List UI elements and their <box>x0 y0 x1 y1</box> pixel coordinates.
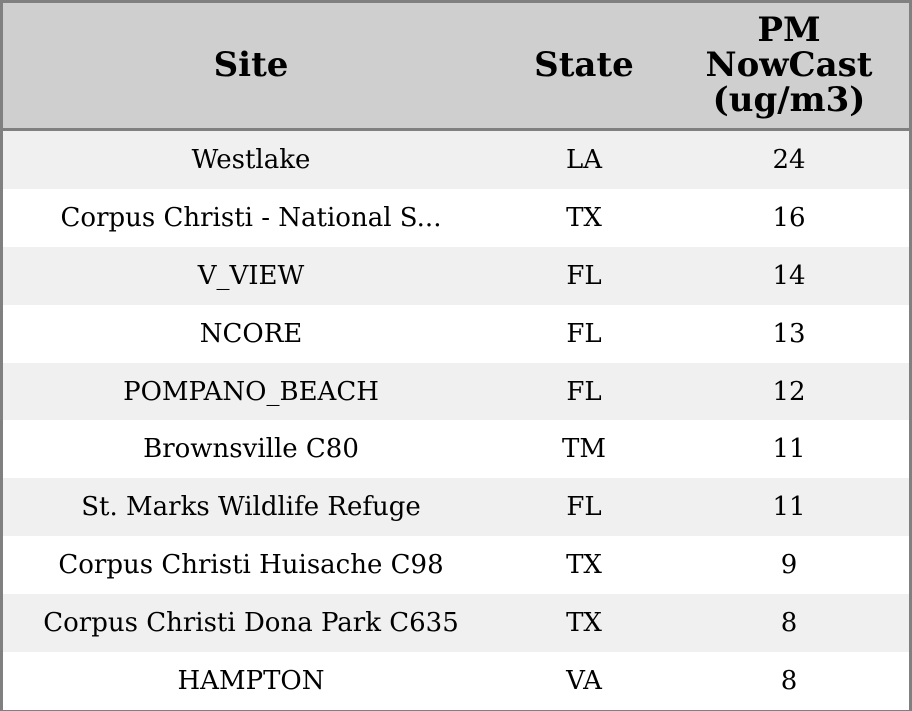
column-header-pm-nowcast: PM NowCast (ug/m3) <box>669 3 909 131</box>
state-cell: TX <box>499 188 669 247</box>
state-cell: FL <box>499 304 669 363</box>
pm-cell: 14 <box>669 246 909 305</box>
pm-cell: 8 <box>669 652 909 710</box>
header-row: Site State PM NowCast (ug/m3) <box>3 3 909 131</box>
pm-cell: 12 <box>669 362 909 421</box>
site-cell: Corpus Christi Huisache C98 <box>3 536 499 595</box>
site-cell: V_VIEW <box>3 246 499 305</box>
pm-cell: 24 <box>669 129 909 189</box>
table-row: Corpus Christi - National S... TX 16 <box>3 188 909 247</box>
state-cell: TX <box>499 536 669 595</box>
table-row: POMPANO_BEACH FL 12 <box>3 362 909 421</box>
pm-cell: 11 <box>669 420 909 479</box>
column-header-site: Site <box>3 3 499 131</box>
site-cell: Westlake <box>3 129 499 189</box>
site-cell: St. Marks Wildlife Refuge <box>3 478 499 537</box>
site-cell: POMPANO_BEACH <box>3 362 499 421</box>
table-row: Westlake LA 24 <box>3 129 909 189</box>
site-cell: Brownsville C80 <box>3 420 499 479</box>
state-cell: FL <box>499 362 669 421</box>
site-cell: HAMPTON <box>3 652 499 710</box>
state-cell: VA <box>499 652 669 710</box>
table-row: HAMPTON VA 8 <box>3 652 909 710</box>
site-cell: NCORE <box>3 304 499 363</box>
state-cell: FL <box>499 478 669 537</box>
site-cell: Corpus Christi Dona Park C635 <box>3 594 499 653</box>
pm-cell: 9 <box>669 536 909 595</box>
site-cell: Corpus Christi - National S... <box>3 188 499 247</box>
state-cell: TX <box>499 594 669 653</box>
pm-cell: 11 <box>669 478 909 537</box>
state-cell: LA <box>499 129 669 189</box>
pm-cell: 16 <box>669 188 909 247</box>
column-header-state: State <box>499 3 669 131</box>
state-cell: FL <box>499 246 669 305</box>
table-row: Corpus Christi Dona Park C635 TX 8 <box>3 594 909 653</box>
state-cell: TM <box>499 420 669 479</box>
pm-table: Site State PM NowCast (ug/m3) Westlake L… <box>3 3 909 710</box>
table-row: St. Marks Wildlife Refuge FL 11 <box>3 478 909 537</box>
pm-cell: 13 <box>669 304 909 363</box>
table-row: Corpus Christi Huisache C98 TX 9 <box>3 536 909 595</box>
table-row: Brownsville C80 TM 11 <box>3 420 909 479</box>
table-row: NCORE FL 13 <box>3 304 909 363</box>
pm-cell: 8 <box>669 594 909 653</box>
table-row: V_VIEW FL 14 <box>3 246 909 305</box>
